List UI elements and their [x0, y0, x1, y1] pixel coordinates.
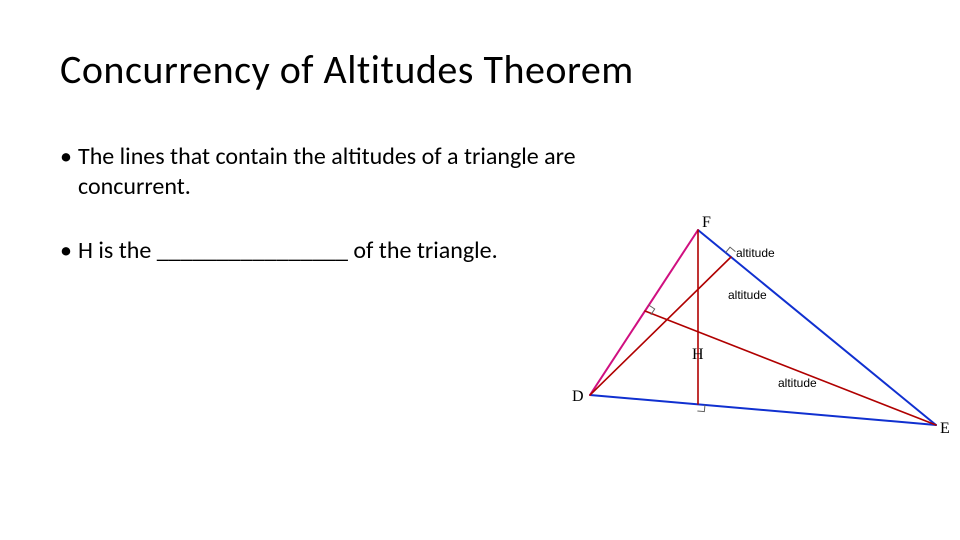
orthocenter-label-H: H [692, 346, 704, 364]
bullet-text: The lines that contain the altitudes of … [78, 142, 620, 202]
bullet-text: H is the ________________ of the triangl… [78, 236, 620, 266]
altitude-label: altitude [728, 288, 767, 302]
vertex-label-F: F [702, 214, 711, 232]
altitude-label: altitude [736, 246, 775, 260]
bullet-dot: • [60, 236, 78, 266]
altitude-label: altitude [778, 376, 817, 390]
slide-title: Concurrency of Altitudes Theorem [60, 45, 900, 94]
altitude-diagram: F D E H altitude altitude altitude [568, 210, 948, 470]
bullet-dot: • [60, 142, 78, 202]
vertex-label-D: D [572, 388, 584, 406]
vertex-label-E: E [940, 420, 950, 438]
bullet-item: • H is the ________________ of the trian… [60, 236, 620, 266]
bullet-item: • The lines that contain the altitudes o… [60, 142, 620, 202]
